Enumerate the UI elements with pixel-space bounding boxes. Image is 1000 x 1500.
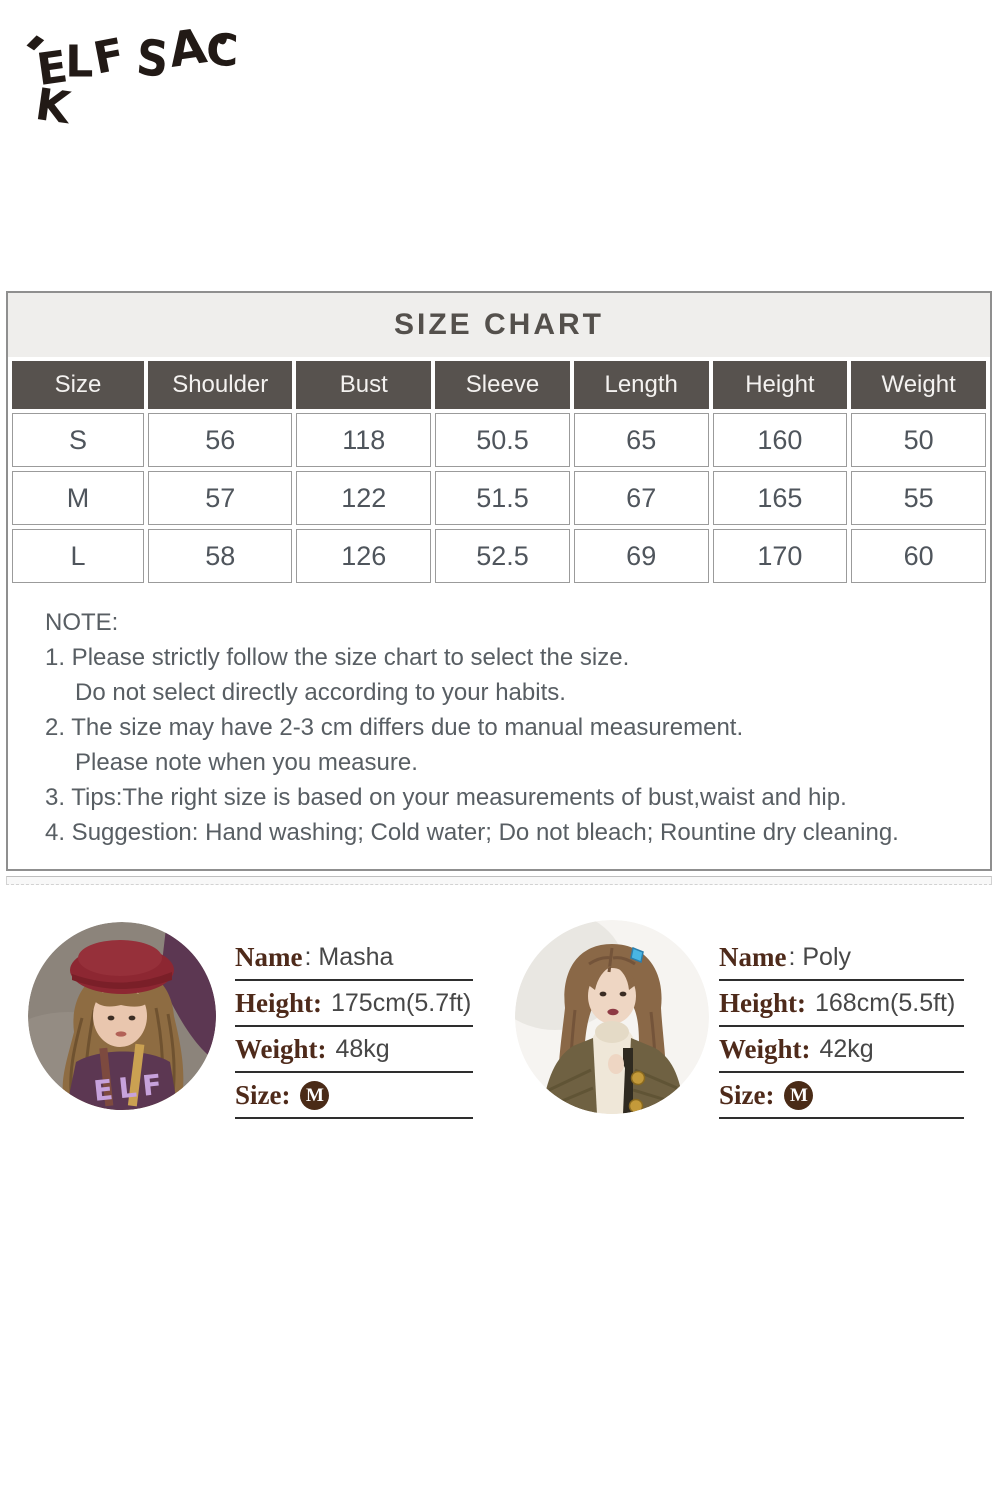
cell-height: 170 xyxy=(712,529,848,583)
cell-height: 165 xyxy=(712,471,848,525)
size-badge: M xyxy=(300,1081,330,1110)
cell-length: 69 xyxy=(573,529,709,583)
size-badge: M xyxy=(784,1081,814,1110)
table-header-row: Size Shoulder Bust Sleeve Length Height … xyxy=(12,361,986,409)
model-name-row: Name : Masha xyxy=(235,936,473,981)
masha-portrait-illustration: ELF xyxy=(28,922,216,1110)
name-value: : Poly xyxy=(788,943,852,971)
note-line: 1. Please strictly follow the size chart… xyxy=(45,644,630,671)
column-header-size: Size xyxy=(12,361,145,409)
column-header-length: Length xyxy=(573,361,709,409)
logo-letter: C xyxy=(205,24,240,77)
model-size-row: Size: M xyxy=(235,1074,473,1119)
table-row: L 58 126 52.5 69 170 60 xyxy=(12,529,986,583)
poly-portrait xyxy=(515,920,709,1114)
size-chart-table: Size Shoulder Bust Sleeve Length Height … xyxy=(8,357,990,587)
model-height-row: Height: 168cm(5.5ft) xyxy=(719,982,964,1027)
size-label: Size: xyxy=(235,1080,291,1110)
weight-label: Weight: xyxy=(235,1034,327,1064)
column-header-height: Height xyxy=(712,361,848,409)
cell-shoulder: 58 xyxy=(148,529,293,583)
table-row: S 56 118 50.5 65 160 50 xyxy=(12,413,986,467)
logo-letter: L xyxy=(65,36,94,88)
column-header-bust: Bust xyxy=(296,361,432,409)
height-value: 168cm(5.5ft) xyxy=(815,989,956,1017)
cell-weight: 55 xyxy=(851,471,986,525)
column-header-shoulder: Shoulder xyxy=(148,361,293,409)
table-row: M 57 122 51.5 67 165 55 xyxy=(12,471,986,525)
cell-size: M xyxy=(12,471,145,525)
column-header-weight: Weight xyxy=(851,361,986,409)
name-label: Name xyxy=(719,942,787,972)
model-name-row: Name : Poly xyxy=(719,936,964,981)
weight-value: 48kg xyxy=(335,1035,390,1063)
column-header-sleeve: Sleeve xyxy=(435,361,570,409)
name-label: Name xyxy=(235,942,303,972)
cell-sleeve: 50.5 xyxy=(435,413,570,467)
cell-size: S xyxy=(12,413,145,467)
size-label: Size: xyxy=(719,1080,775,1110)
cell-bust: 122 xyxy=(296,471,432,525)
masha-portrait: ELF xyxy=(28,922,216,1110)
logo-letter: A xyxy=(165,18,210,79)
model-weight-row: Weight: 42kg xyxy=(719,1028,964,1073)
note-line: Please note when you measure. xyxy=(75,749,418,776)
note-heading: NOTE: xyxy=(45,609,119,636)
note-line: 2. The size may have 2-3 cm differs due … xyxy=(45,714,744,741)
cell-length: 65 xyxy=(573,413,709,467)
cell-length: 67 xyxy=(573,471,709,525)
note-line: Do not select directly according to your… xyxy=(75,679,566,706)
cutoff-box-strip xyxy=(6,876,992,885)
cell-weight: 60 xyxy=(851,529,986,583)
weight-label: Weight: xyxy=(719,1034,811,1064)
logo-letter: F xyxy=(89,28,129,85)
cell-sleeve: 52.5 xyxy=(435,529,570,583)
shirt-text: ELF xyxy=(92,1067,169,1108)
cell-shoulder: 57 xyxy=(148,471,293,525)
cell-sleeve: 51.5 xyxy=(435,471,570,525)
note-line: 4. Suggestion: Hand washing; Cold water;… xyxy=(45,819,899,846)
model-weight-row: Weight: 48kg xyxy=(235,1028,473,1073)
size-chart-box: SIZE CHART Size Shoulder Bust Sleeve Len… xyxy=(6,291,992,871)
height-label: Height: xyxy=(235,988,322,1018)
model-size-row: Size: M xyxy=(719,1074,964,1119)
note-line: 3. Tips:The right size is based on your … xyxy=(45,784,847,811)
model-height-row: Height: 175cm(5.7ft) xyxy=(235,982,473,1027)
height-value: 175cm(5.7ft) xyxy=(331,989,472,1017)
poly-info: Name : Poly Height: 168cm(5.5ft) Weight:… xyxy=(719,936,964,1120)
logo-letter: S xyxy=(134,29,171,89)
poly-portrait-illustration xyxy=(515,920,709,1114)
note-section: NOTE: 1. Please strictly follow the size… xyxy=(45,605,976,850)
cell-bust: 118 xyxy=(296,413,432,467)
height-label: Height: xyxy=(719,988,806,1018)
masha-info: Name : Masha Height: 175cm(5.7ft) Weight… xyxy=(235,936,473,1120)
weight-value: 42kg xyxy=(819,1035,874,1063)
cell-height: 160 xyxy=(712,413,848,467)
cell-weight: 50 xyxy=(851,413,986,467)
cell-bust: 126 xyxy=(296,529,432,583)
name-value: : Masha xyxy=(304,943,394,971)
logo-letter: K xyxy=(32,79,74,135)
size-chart-title: SIZE CHART xyxy=(8,293,990,357)
cell-shoulder: 56 xyxy=(148,413,293,467)
brand-logo: ELF SACK xyxy=(26,18,257,134)
cell-size: L xyxy=(12,529,145,583)
